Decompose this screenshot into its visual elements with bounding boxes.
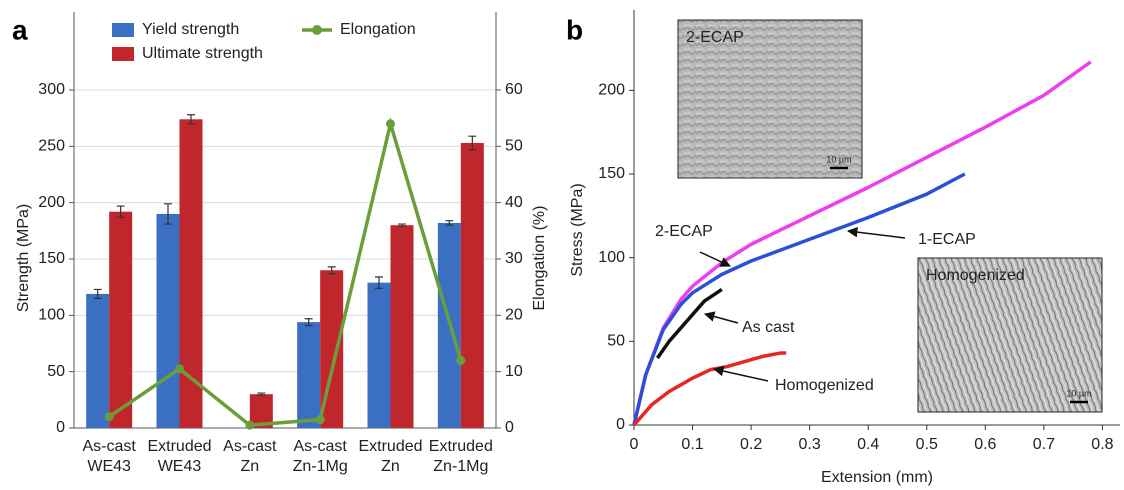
x-tick-label: Zn-1Mg xyxy=(433,458,488,475)
x-tick-label: WE43 xyxy=(87,458,131,475)
x-tick-label: Zn xyxy=(381,458,400,475)
x-tick-label: As-cast xyxy=(293,438,347,455)
curve-label: As cast xyxy=(742,319,795,336)
bar xyxy=(461,143,484,428)
y-tick-label: 300 xyxy=(38,81,65,98)
curve-label: 1-ECAP xyxy=(918,231,976,248)
x-tick-label: Extruded xyxy=(429,438,493,455)
y-tick-label: 150 xyxy=(38,250,65,267)
y-axis-label: Stress (MPa) xyxy=(569,183,586,276)
y2-tick-label: 10 xyxy=(505,363,523,380)
panel-label: b xyxy=(566,14,583,45)
x-tick-label: 0.1 xyxy=(681,436,703,453)
legend-label: Yield strength xyxy=(142,21,239,38)
inset-label: Homogenized xyxy=(926,267,1025,284)
x-tick-label: WE43 xyxy=(158,458,202,475)
legend-label: Ultimate strength xyxy=(142,45,263,62)
y-tick-label: 50 xyxy=(607,333,625,350)
y2-tick-label: 60 xyxy=(505,81,523,98)
y-axis-label: Strength (MPa) xyxy=(15,204,32,312)
x-tick-label: 0 xyxy=(630,436,639,453)
elongation-point xyxy=(316,415,325,424)
y2-tick-label: 30 xyxy=(505,250,523,267)
x-tick-label: Extruded xyxy=(358,438,422,455)
x-tick-label: 0.6 xyxy=(974,436,996,453)
bar xyxy=(297,322,320,428)
x-tick-label: 0.3 xyxy=(799,436,821,453)
curve-label: Homogenized xyxy=(775,377,874,394)
y-tick-label: 50 xyxy=(47,363,65,380)
scale-label: 10 µm xyxy=(1066,388,1091,398)
y-tick-label: 100 xyxy=(598,249,625,266)
y2-tick-label: 0 xyxy=(505,419,514,436)
y-tick-label: 200 xyxy=(38,194,65,211)
elongation-point xyxy=(386,119,395,128)
x-tick-label: 0.7 xyxy=(1033,436,1055,453)
x-tick-label: As-cast xyxy=(223,438,277,455)
y-tick-label: 0 xyxy=(616,416,625,433)
inset-label: 2-ECAP xyxy=(686,29,744,46)
annotation-arrow xyxy=(848,231,905,238)
legend-swatch xyxy=(112,47,134,61)
y-tick-label: 100 xyxy=(38,307,65,324)
stress-curve xyxy=(634,353,786,425)
legend-label: Elongation xyxy=(340,21,416,38)
elongation-point xyxy=(245,421,254,430)
y-tick-label: 250 xyxy=(38,138,65,155)
y2-tick-label: 20 xyxy=(505,307,523,324)
annotation-arrow xyxy=(705,314,738,323)
bar xyxy=(180,119,203,428)
bar xyxy=(391,225,414,428)
curve-label: 2-ECAP xyxy=(655,223,713,240)
x-tick-label: As-cast xyxy=(82,438,136,455)
page: a b 0 50 100 150 200 250 300 0 10 20 30 40 50 60 Stren… xyxy=(0,0,1124,490)
y2-tick-label: 50 xyxy=(505,138,523,155)
bar xyxy=(368,283,391,428)
annotation-arrow xyxy=(714,369,768,381)
elongation-point xyxy=(456,356,465,365)
x-tick-label: Zn-1Mg xyxy=(293,458,348,475)
elongation-point xyxy=(105,412,114,421)
x-tick-label: 0.4 xyxy=(857,436,879,453)
y2-tick-label: 40 xyxy=(505,194,523,211)
figure: a b 0 50 100 150 200 250 300 0 10 20 30 40 50 60 Stren… xyxy=(0,0,1124,490)
bar xyxy=(157,214,180,428)
y-tick-label: 0 xyxy=(56,419,65,436)
bar xyxy=(86,294,109,428)
y2-axis-label: Elongation (%) xyxy=(531,206,548,311)
legend-swatch xyxy=(312,25,322,35)
panel-label: a xyxy=(12,14,28,45)
x-axis-label: Extension (mm) xyxy=(821,469,933,486)
bar xyxy=(109,212,132,428)
legend-swatch xyxy=(112,23,134,37)
x-tick-label: Extruded xyxy=(147,438,211,455)
x-tick-label: 0.2 xyxy=(740,436,762,453)
scale-label: 10 µm xyxy=(826,154,851,164)
elongation-point xyxy=(175,364,184,373)
y-tick-label: 150 xyxy=(598,165,625,182)
x-tick-label: Zn xyxy=(240,458,259,475)
x-tick-label: 0.5 xyxy=(916,436,938,453)
x-tick-label: 0.8 xyxy=(1091,436,1113,453)
y-tick-label: 200 xyxy=(598,82,625,99)
